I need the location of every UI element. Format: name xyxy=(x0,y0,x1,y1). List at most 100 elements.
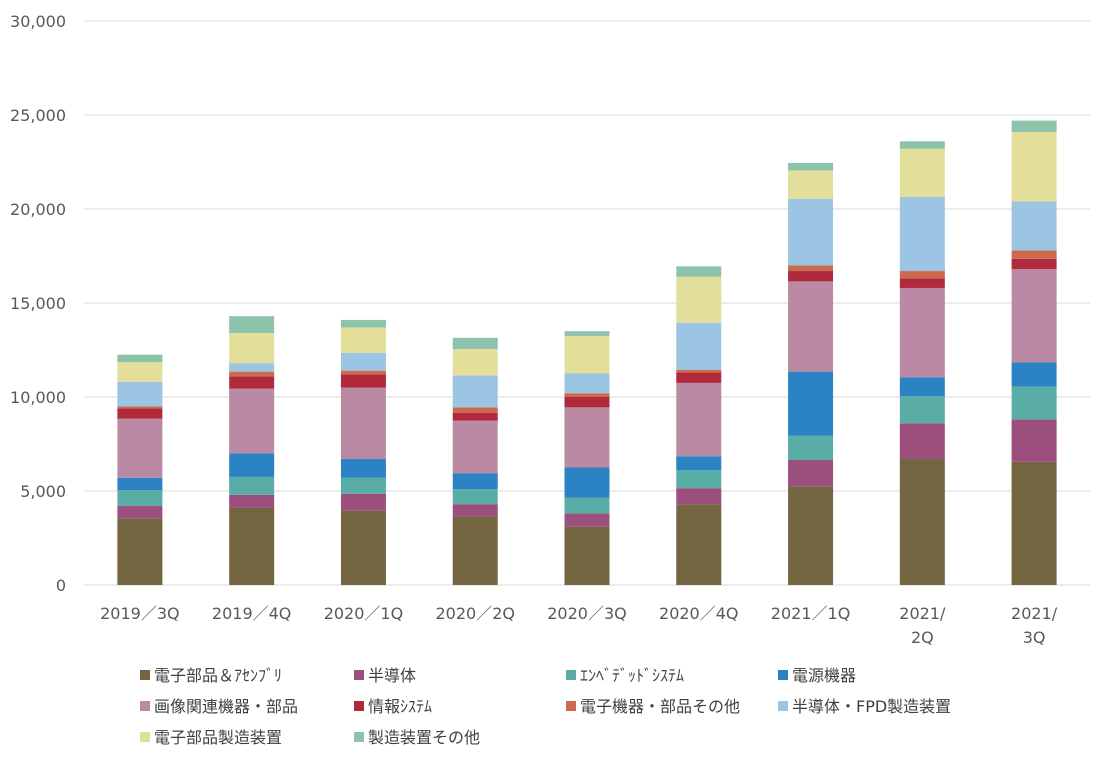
legend-label: 電源機器 xyxy=(792,666,856,685)
bar-segment xyxy=(564,335,610,374)
y-tick-label: 0 xyxy=(56,576,66,595)
y-tick-label: 15,000 xyxy=(10,294,66,313)
bar-segment xyxy=(676,322,722,370)
bar-segment xyxy=(564,467,610,498)
bar-segment xyxy=(340,352,386,371)
bar-stack xyxy=(1011,120,1057,585)
bar-segment xyxy=(340,477,386,494)
bar-segment xyxy=(1011,258,1057,270)
bar-segment xyxy=(117,406,163,409)
bar-segment xyxy=(117,408,163,419)
bar-stack xyxy=(564,331,610,585)
x-tick-label: 2019／4Q xyxy=(212,604,292,623)
y-tick-label: 20,000 xyxy=(10,200,66,219)
legend-swatch xyxy=(140,701,150,711)
bar-segment xyxy=(117,354,163,363)
bar-segment xyxy=(1011,386,1057,420)
legend-item: 情報ｼｽﾃﾑ xyxy=(354,697,432,716)
bar-stack xyxy=(676,266,722,585)
legend-label: 電子機器・部品その他 xyxy=(580,697,740,716)
legend-item: 製造装置その他 xyxy=(354,728,480,747)
bar-segment xyxy=(676,504,722,585)
bar-segment xyxy=(676,456,722,471)
bar-segment xyxy=(229,476,275,495)
bar-segment xyxy=(676,372,722,383)
legend-item: 半導体・FPD製造装置 xyxy=(778,697,951,716)
y-tick-label: 5,000 xyxy=(20,482,66,501)
bar-segment xyxy=(229,507,275,585)
legend-item: 電子機器・部品その他 xyxy=(566,697,740,716)
bar-segment xyxy=(452,337,498,350)
bar-stack xyxy=(899,141,945,585)
bar-segment xyxy=(676,382,722,457)
bar-segment xyxy=(340,459,386,478)
bar-segment xyxy=(788,459,834,487)
bar-segment xyxy=(564,407,610,468)
bar-segment xyxy=(117,381,163,407)
y-tick-label: 25,000 xyxy=(10,106,66,125)
bar-segment xyxy=(117,362,163,382)
bar-segment xyxy=(452,412,498,421)
bar-segment xyxy=(340,493,386,511)
bar-segment xyxy=(788,371,834,436)
legend-item: 電源機器 xyxy=(778,666,856,685)
bar-segment xyxy=(229,388,275,454)
bar-segment xyxy=(564,526,610,585)
bar-segment xyxy=(788,265,834,272)
legend-label: 画像関連機器・部品 xyxy=(154,697,298,716)
bar-segment xyxy=(676,488,722,505)
bar-stack xyxy=(229,316,275,585)
bar-segment xyxy=(117,418,163,478)
bar-segment xyxy=(1011,419,1057,462)
legend-swatch xyxy=(140,732,150,742)
bar-segment xyxy=(340,510,386,585)
bar-segment xyxy=(340,319,386,328)
bar-segment xyxy=(788,198,834,266)
bar-segment xyxy=(1011,269,1057,363)
bar-segment xyxy=(564,331,610,336)
x-tick-label: 2021/2Q xyxy=(899,604,946,647)
legend-item: 半導体 xyxy=(354,666,416,685)
legend-label: 半導体・FPD製造装置 xyxy=(792,697,951,716)
bar-segment xyxy=(899,271,945,279)
legend-swatch xyxy=(566,701,576,711)
bar-segment xyxy=(229,333,275,364)
x-tick-label: 2020／1Q xyxy=(324,604,404,623)
x-tick-label: 2019／3Q xyxy=(100,604,180,623)
legend-label: 情報ｼｽﾃﾑ xyxy=(368,697,432,716)
bar-segment xyxy=(452,420,498,474)
bar-segment xyxy=(564,393,610,397)
legend-item: 電子部品製造装置 xyxy=(140,728,282,747)
bar-segment xyxy=(452,473,498,490)
legend-swatch xyxy=(140,670,150,680)
bar-segment xyxy=(1011,250,1057,259)
bar-segment xyxy=(340,374,386,388)
axis-layer: 0 5,000 10,000 15,000 20,000 25,000 30,000 2019… xyxy=(10,12,1058,647)
bar-segment xyxy=(788,271,834,282)
bar-stack xyxy=(452,337,498,585)
bar-segment xyxy=(117,506,163,519)
legend-swatch xyxy=(566,670,576,680)
bar-segment xyxy=(452,504,498,517)
bar-segment xyxy=(788,170,834,199)
bar-segment xyxy=(340,370,386,375)
bar-segment xyxy=(1011,461,1057,585)
bar-segment xyxy=(452,375,498,408)
bar-segment xyxy=(117,490,163,507)
bar-segment xyxy=(564,497,610,514)
bar-segment xyxy=(564,513,610,527)
bar-segment xyxy=(1011,201,1057,251)
legend-swatch xyxy=(778,701,788,711)
legend-item: ｴﾝﾍﾞﾃﾞｯﾄﾞｼｽﾃﾑ xyxy=(566,666,684,685)
bar-segment xyxy=(899,287,945,378)
x-tick-label: 2020／2Q xyxy=(435,604,515,623)
bar-segment xyxy=(899,377,945,397)
legend-label: 製造装置その他 xyxy=(368,728,480,747)
bar-segment xyxy=(452,489,498,505)
bar-segment xyxy=(676,276,722,323)
bar-segment xyxy=(340,387,386,460)
legend-item: 画像関連機器・部品 xyxy=(140,697,298,716)
bar-segment xyxy=(676,470,722,489)
bar-segment xyxy=(788,281,834,372)
